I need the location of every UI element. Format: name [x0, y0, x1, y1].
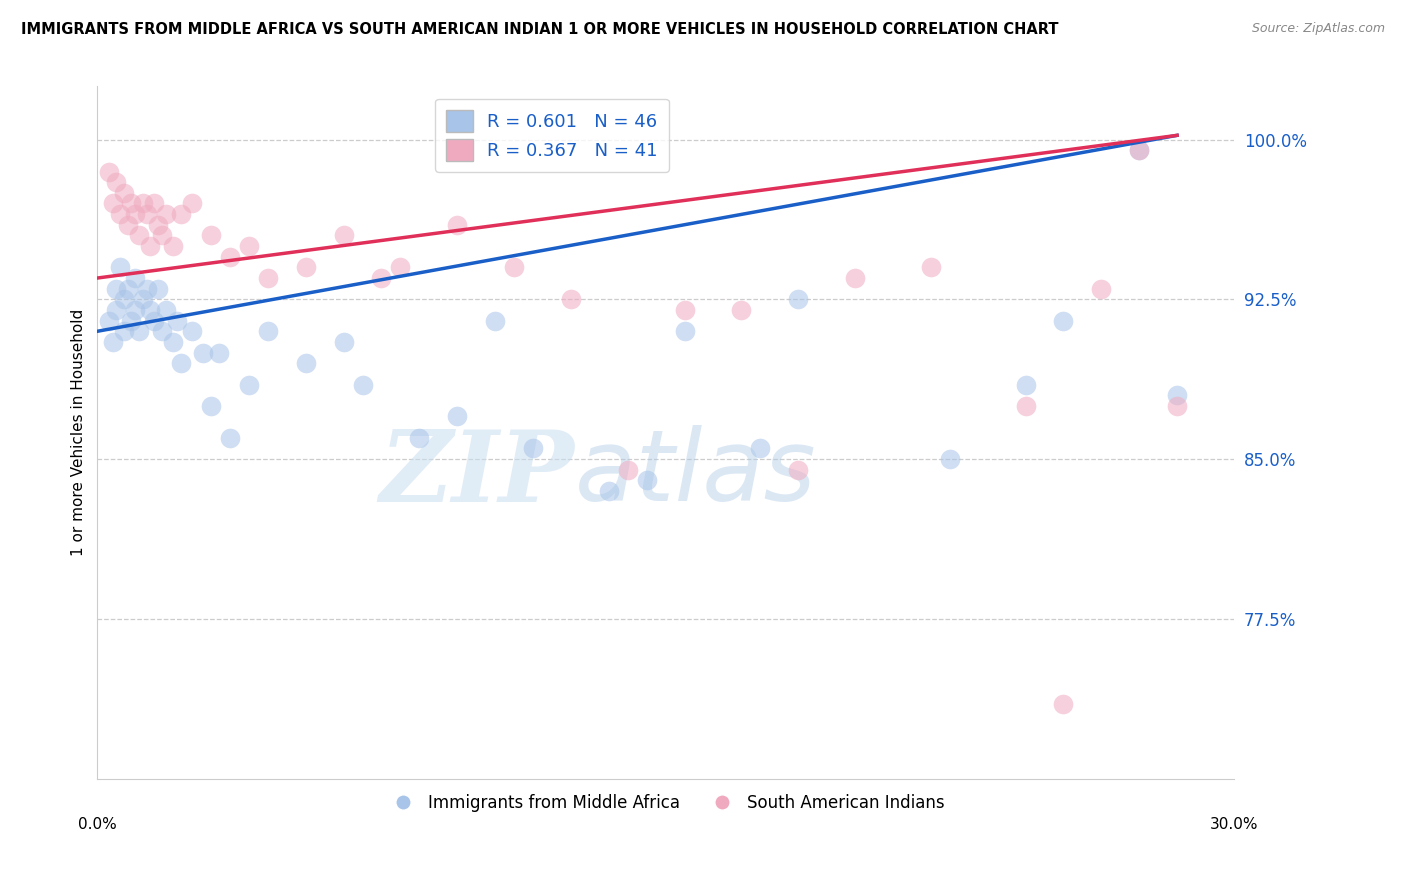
Point [256, 324, 278, 338]
Point [1166, 399, 1188, 413]
Point [124, 271, 146, 285]
Point [112, 293, 135, 307]
Point [484, 313, 506, 327]
Point [673, 324, 696, 338]
Point [389, 260, 412, 275]
Point [108, 207, 131, 221]
Point [332, 228, 354, 243]
Point [101, 196, 124, 211]
Point [352, 377, 374, 392]
Point [616, 463, 638, 477]
Point [112, 186, 135, 200]
Point [1128, 143, 1150, 157]
Point [162, 334, 184, 349]
Point [120, 196, 142, 211]
Point [112, 324, 135, 338]
Point [124, 303, 146, 318]
Point [139, 239, 162, 253]
Point [139, 303, 162, 318]
Point [560, 293, 582, 307]
Point [150, 228, 173, 243]
Point [1052, 313, 1074, 327]
Y-axis label: 1 or more Vehicles in Household: 1 or more Vehicles in Household [72, 309, 86, 556]
Point [219, 431, 242, 445]
Point [522, 442, 544, 456]
Point [143, 313, 166, 327]
Point [787, 463, 810, 477]
Point [146, 282, 169, 296]
Point [132, 293, 155, 307]
Point [117, 282, 139, 296]
Text: Source: ZipAtlas.com: Source: ZipAtlas.com [1251, 22, 1385, 36]
Point [108, 260, 131, 275]
Text: 0.0%: 0.0% [77, 817, 117, 832]
Point [446, 409, 468, 424]
Point [181, 196, 204, 211]
Point [132, 196, 155, 211]
Point [256, 271, 278, 285]
Point [503, 260, 526, 275]
Text: atlas: atlas [575, 425, 817, 523]
Point [181, 324, 204, 338]
Point [1014, 377, 1036, 392]
Point [128, 324, 150, 338]
Point [170, 356, 193, 370]
Point [370, 271, 392, 285]
Point [207, 345, 229, 359]
Point [1052, 697, 1074, 711]
Point [200, 399, 222, 413]
Point [128, 228, 150, 243]
Point [730, 303, 752, 318]
Point [1166, 388, 1188, 402]
Point [332, 334, 354, 349]
Point [636, 474, 658, 488]
Point [97, 313, 120, 327]
Point [170, 207, 193, 221]
Point [408, 431, 430, 445]
Point [673, 303, 696, 318]
Point [146, 218, 169, 232]
Text: IMMIGRANTS FROM MIDDLE AFRICA VS SOUTH AMERICAN INDIAN 1 OR MORE VEHICLES IN HOU: IMMIGRANTS FROM MIDDLE AFRICA VS SOUTH A… [21, 22, 1059, 37]
Point [446, 218, 468, 232]
Point [105, 175, 128, 189]
Legend: Immigrants from Middle Africa, South American Indians: Immigrants from Middle Africa, South Ame… [380, 788, 952, 819]
Point [920, 260, 942, 275]
Point [124, 207, 146, 221]
Point [294, 356, 316, 370]
Point [1014, 399, 1036, 413]
Point [238, 377, 260, 392]
Point [939, 452, 962, 467]
Point [117, 218, 139, 232]
Point [155, 303, 177, 318]
Point [200, 228, 222, 243]
Point [120, 313, 142, 327]
Point [219, 250, 242, 264]
Point [105, 282, 128, 296]
Point [294, 260, 316, 275]
Point [787, 293, 810, 307]
Point [143, 196, 166, 211]
Point [105, 303, 128, 318]
Point [598, 483, 620, 498]
Point [166, 313, 188, 327]
Point [1128, 143, 1150, 157]
Point [1090, 282, 1112, 296]
Point [101, 334, 124, 349]
Point [749, 442, 772, 456]
Point [150, 324, 173, 338]
Point [135, 282, 157, 296]
Text: 30.0%: 30.0% [1209, 817, 1258, 832]
Point [155, 207, 177, 221]
Point [238, 239, 260, 253]
Text: ZIP: ZIP [380, 425, 575, 522]
Point [97, 164, 120, 178]
Point [844, 271, 866, 285]
Point [162, 239, 184, 253]
Point [193, 345, 215, 359]
Point [135, 207, 157, 221]
